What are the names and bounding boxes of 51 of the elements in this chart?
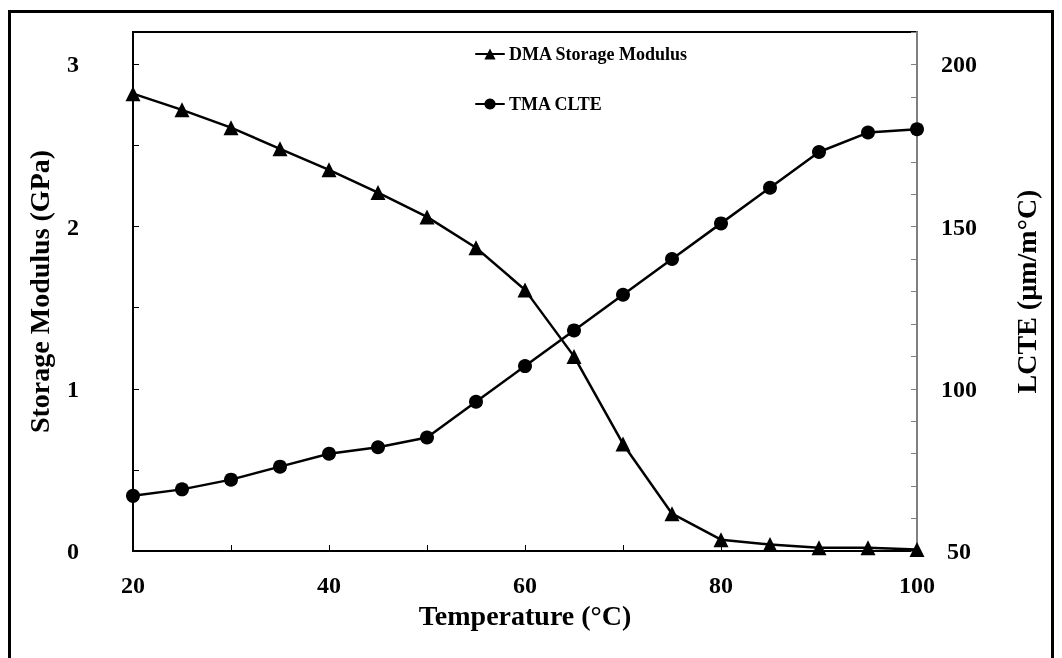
y-tick-label: 0 xyxy=(67,538,79,564)
point xyxy=(273,459,287,474)
y-tick-label: 3 xyxy=(67,51,79,78)
point xyxy=(909,541,925,557)
x-tick-label: 80 xyxy=(709,572,733,598)
point xyxy=(616,287,630,302)
y2-tick-label: 200 xyxy=(941,51,977,78)
x-tick-label: 60 xyxy=(513,572,537,598)
y-tick-label: 1 xyxy=(67,375,79,402)
point xyxy=(861,125,875,140)
point xyxy=(322,446,336,461)
point xyxy=(469,394,483,409)
point xyxy=(224,472,238,487)
point xyxy=(223,120,239,136)
point xyxy=(518,359,532,374)
x-tick-label: 100 xyxy=(899,572,935,598)
point xyxy=(420,430,434,445)
point xyxy=(370,185,386,201)
point xyxy=(763,180,777,195)
point xyxy=(175,482,189,497)
point xyxy=(812,145,826,160)
y2-tick-label: 150 xyxy=(941,213,977,240)
x-axis-title: Temperature (°C) xyxy=(418,600,632,632)
point xyxy=(615,436,631,452)
y2-tick-label: 100 xyxy=(941,375,977,402)
point xyxy=(126,488,140,503)
point xyxy=(419,209,435,225)
point xyxy=(910,122,924,137)
y2-axis-title: LCTE (µm/m°C) xyxy=(1010,189,1042,394)
point xyxy=(713,532,729,548)
point xyxy=(517,282,533,298)
point xyxy=(371,440,385,455)
legend-label: DMA Storage Modulus xyxy=(509,44,688,64)
point xyxy=(860,540,876,556)
point xyxy=(321,162,337,178)
point xyxy=(174,102,190,118)
point xyxy=(567,323,581,338)
point xyxy=(566,348,582,364)
y-tick-label: 2 xyxy=(67,213,79,240)
y2-tick-label: 50 xyxy=(947,538,971,564)
point xyxy=(125,86,141,102)
legend-label: TMA CLTE xyxy=(509,94,602,114)
x-tick-label: 20 xyxy=(121,572,145,598)
x-tick-label: 40 xyxy=(317,572,341,598)
y-axis-title: Storage Modulus (GPa) xyxy=(23,149,55,434)
point xyxy=(272,141,288,157)
point xyxy=(811,540,827,556)
point xyxy=(714,216,728,231)
point xyxy=(468,240,484,256)
point xyxy=(664,506,680,522)
point xyxy=(665,252,679,267)
